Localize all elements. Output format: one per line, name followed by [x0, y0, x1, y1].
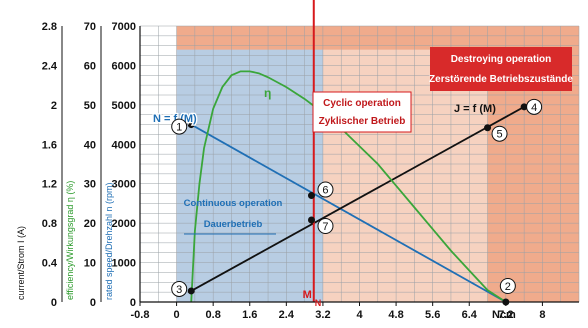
speed-tick-label: 7000	[112, 21, 136, 33]
point-marker-2	[499, 278, 516, 294]
x-tick-label: -0.8	[131, 309, 150, 321]
efficiency-tick-label: 0	[90, 297, 96, 309]
efficiency-tick-label: 20	[84, 218, 96, 230]
point-marker-7	[317, 217, 334, 234]
current-tick-label: 1.6	[42, 139, 57, 151]
series-label-current: J = f (M)	[454, 103, 496, 115]
series-line-2	[190, 106, 525, 292]
destroying-label: Destroying operation	[451, 54, 552, 65]
destroying-label-de: Zerstörende Betriebszustände	[429, 74, 573, 85]
continuous-label-de: Dauerbetrieb	[204, 219, 263, 230]
x-tick-label: 6.4	[462, 309, 478, 321]
point-dot-5	[484, 124, 492, 132]
speed-tick-label: 6000	[112, 60, 136, 72]
series-label-speed: N = f (M)	[153, 113, 197, 125]
series-label-efficiency: η	[264, 86, 271, 100]
x-tick-label: 5.6	[425, 309, 440, 321]
x-tick-label: 2.4	[279, 309, 295, 321]
speed-axis-title: rated speed/Drehzahl n (rpm)	[104, 182, 114, 300]
current-axis-title: current/Strom I (A)	[16, 226, 26, 300]
rated-torque-subscript: N	[315, 298, 322, 308]
efficiency-tick-label: 60	[84, 60, 96, 72]
efficiency-tick-label: 50	[84, 100, 96, 112]
point-marker-3	[171, 280, 188, 297]
point-dot-4	[520, 103, 528, 111]
point-label-1: 1	[176, 122, 182, 134]
current-tick-label: 1.2	[42, 179, 57, 191]
speed-tick-label: 5000	[112, 100, 136, 112]
current-tick-label: 0.8	[42, 218, 57, 230]
current-tick-label: 2.4	[42, 60, 58, 72]
series-line-1	[190, 123, 507, 303]
axes: -0.8 0 0.8 1.6 2.4 3.2 4 4.8 5.6 6.4 7.2 8Ncm010002…	[16, 21, 579, 321]
x-tick-label: 3.2	[315, 309, 330, 321]
point-label-6: 6	[322, 185, 328, 197]
cyclic-label: Cyclic operation	[323, 98, 401, 109]
x-tick-label: 4.8	[388, 309, 403, 321]
speed-tick-label: 0	[130, 297, 136, 309]
efficiency-axis-title: efficiency/Wirkungsgrad η (%)	[65, 181, 75, 300]
efficiency-tick-label: 10	[84, 258, 96, 270]
efficiency-tick-label: 40	[84, 139, 96, 151]
speed-tick-label: 2000	[112, 218, 136, 230]
current-tick-label: 2	[51, 100, 57, 112]
x-tick-label: 0.8	[206, 309, 221, 321]
speed-tick-label: 1000	[112, 258, 136, 270]
efficiency-tick-label: 30	[84, 179, 96, 191]
speed-tick-label: 3000	[112, 179, 136, 191]
continuous-label: Continuous operation	[184, 198, 283, 209]
x-tick-label: 0	[174, 309, 180, 321]
x-tick-label: 1.6	[242, 309, 257, 321]
x-tick-label: 8	[539, 309, 545, 321]
x-axis-unit: Ncm	[492, 309, 516, 321]
point-marker-5	[491, 125, 508, 142]
point-dot-3	[187, 287, 195, 295]
point-dot-6	[307, 192, 315, 200]
point-label-4: 4	[531, 102, 537, 114]
point-label-5: 5	[496, 129, 502, 141]
point-marker-6	[317, 181, 334, 198]
labels-layer: MN N = f (M) J = f (M) η Destroying operatio…	[152, 47, 573, 308]
point-marker-1	[171, 118, 188, 135]
series-line-3	[190, 70, 507, 303]
point-dot-7	[307, 216, 315, 224]
current-tick-label: 0	[51, 297, 57, 309]
efficiency-tick-label: 70	[84, 21, 96, 33]
rated-torque-label: M	[303, 289, 312, 301]
cyclic-label-box	[312, 91, 412, 133]
destroying-label-box	[430, 47, 572, 91]
current-tick-label: 0.4	[42, 258, 58, 270]
point-label-2: 2	[505, 281, 511, 293]
x-tick-label: 4	[356, 309, 363, 321]
point-label-3: 3	[176, 284, 182, 296]
speed-tick-label: 4000	[112, 139, 136, 151]
point-dot-1	[187, 121, 195, 129]
current-tick-label: 2.8	[42, 21, 57, 33]
x-tick-label: 7.2	[498, 309, 513, 321]
cyclic-label-de: Zyklischer Betrieb	[319, 116, 406, 127]
point-label-7: 7	[322, 221, 328, 233]
point-marker-4	[526, 98, 543, 115]
